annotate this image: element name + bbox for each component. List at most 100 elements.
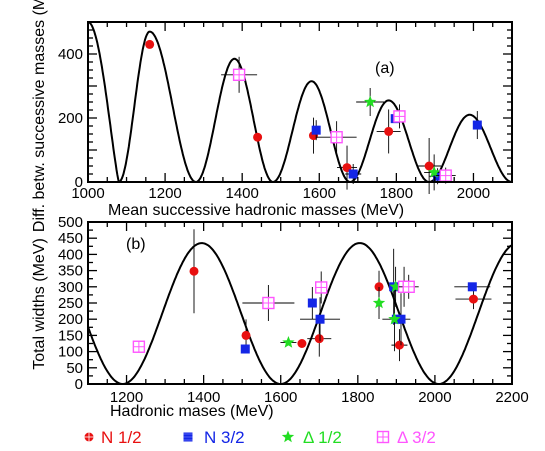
- panel-b-frame: [87, 221, 513, 385]
- x-tick-label: 1600: [264, 389, 297, 406]
- data-point-n-three-half: [472, 111, 482, 140]
- data-point-delta-half: [388, 287, 401, 352]
- data-point-delta-three-half: [393, 104, 406, 129]
- marker-delta-half: [388, 312, 401, 325]
- data-point-n-half: [376, 109, 401, 154]
- data-point-n-three-half: [307, 287, 317, 319]
- y-tick-label: 200: [58, 110, 83, 127]
- y-tick-label: 50: [66, 360, 83, 377]
- x-tick-label: 2200: [495, 389, 528, 406]
- fit-curve: [88, 242, 512, 384]
- legend-label-n-three-half: N 3/2: [204, 428, 245, 447]
- data-point-delta-three-half: [221, 56, 258, 93]
- y-tick-label: 100: [58, 344, 83, 361]
- data-point-delta-three-half: [316, 121, 357, 154]
- data-point-n-three-half: [311, 120, 321, 141]
- data-point-n-half: [307, 320, 332, 357]
- data-point-n-three-half: [300, 297, 341, 342]
- panel-b-plot-area: [88, 229, 512, 384]
- marker-delta-three-half: [315, 281, 328, 294]
- y-tick-label: 200: [58, 311, 83, 328]
- panel-b-points-layer: [132, 229, 492, 362]
- x-tick-label: 1400: [187, 389, 220, 406]
- panel-b-y-axis-title: Total widths (MeV): [31, 238, 48, 370]
- y-tick-label: 400: [58, 246, 83, 263]
- data-point-delta-half: [389, 266, 402, 307]
- panel-b-label: (b): [126, 236, 146, 253]
- marker-n-three-half: [348, 169, 358, 179]
- data-point-n-three-half: [345, 164, 362, 184]
- marker-n-half: [145, 39, 155, 49]
- legend-square-marker: [183, 432, 193, 442]
- marker-delta-half: [427, 165, 441, 178]
- marker-n-three-half: [472, 120, 482, 130]
- panel-a-plot-area: [88, 22, 512, 194]
- data-point-n-half: [391, 329, 408, 362]
- y-tick-label: 150: [58, 327, 83, 344]
- data-point-n-half: [297, 339, 307, 348]
- data-point-delta-three-half: [315, 271, 328, 304]
- marker-delta-half: [389, 280, 402, 293]
- data-point-delta-three-half: [242, 285, 295, 321]
- marker-delta-three-half: [439, 169, 452, 182]
- legend: N 1/2 N 3/2 Δ 1/2 Δ 3/2: [84, 428, 436, 447]
- data-point-n-half: [145, 39, 155, 49]
- marker-n-half: [297, 339, 307, 348]
- x-tick-label: 1000: [71, 185, 104, 202]
- marker-n-half: [468, 294, 478, 304]
- data-point-delta-half: [280, 336, 297, 348]
- x-tick-label: 1600: [303, 185, 336, 202]
- data-point-n-three-half: [454, 282, 491, 292]
- data-point-n-three-half: [240, 344, 250, 354]
- legend-open-square-marker: [376, 430, 390, 444]
- legend-open-square-icon: [376, 430, 390, 444]
- y-tick-label: 250: [58, 295, 83, 312]
- y-tick-label: 400: [58, 46, 83, 63]
- marker-n-three-half: [311, 125, 321, 135]
- marker-delta-three-half: [232, 68, 246, 82]
- y-tick-label: 300: [58, 279, 83, 296]
- x-tick-label: 1200: [110, 389, 143, 406]
- marker-delta-three-half: [402, 280, 415, 293]
- marker-n-half: [241, 330, 251, 340]
- y-tick-label: 500: [58, 214, 83, 231]
- marker-delta-three-half: [330, 130, 343, 144]
- x-tick-label: 1400: [225, 185, 258, 202]
- fit-curve: [88, 22, 512, 182]
- marker-n-half: [314, 334, 324, 344]
- marker-delta-half: [372, 296, 386, 309]
- panel-a-ticks: 1000 1200 1400 1600 1800 2000 0 200 400: [58, 21, 513, 202]
- y-tick-label: 450: [58, 230, 83, 247]
- legend-item-delta-three-half: Δ 3/2: [376, 428, 436, 447]
- marker-n-half: [374, 282, 384, 292]
- marker-n-three-half: [467, 282, 477, 292]
- marker-n-half: [394, 340, 404, 350]
- x-tick-label: 2000: [457, 185, 490, 202]
- legend-star-marker: [281, 430, 295, 443]
- panel-b-curve-layer: [88, 242, 512, 384]
- legend-item-n-half: N 1/2: [84, 428, 142, 447]
- marker-delta-three-half: [132, 340, 146, 353]
- data-point-n-half: [189, 229, 199, 314]
- panel-b: 1200 1400 1600 1800 2000 22000501001502002503…: [31, 214, 529, 420]
- panel-a-curve-layer: [88, 22, 512, 182]
- legend-label-n-half: N 1/2: [101, 428, 142, 447]
- marker-n-three-half: [433, 171, 443, 181]
- marker-n-three-half: [307, 298, 317, 308]
- x-tick-label: 1800: [380, 185, 413, 202]
- data-point-n-half: [417, 138, 442, 194]
- panel-b-ticks: 1200 1400 1600 1800 2000 22000501001502002503…: [58, 214, 529, 406]
- marker-n-three-half: [240, 344, 250, 354]
- data-point-n-three-half: [396, 293, 406, 346]
- x-tick-label: 1800: [341, 389, 374, 406]
- legend-star-icon: [281, 430, 295, 443]
- panel-a-label: (a): [375, 60, 395, 77]
- data-point-delta-three-half: [132, 340, 146, 353]
- data-point-n-half: [308, 117, 318, 154]
- data-point-n-half: [455, 289, 492, 310]
- marker-delta-three-half: [262, 296, 275, 310]
- panel-a: 1000 1200 1400 1600 1800 2000 0 200 400 (a) Mean…: [31, 0, 513, 232]
- data-point-delta-three-half: [398, 274, 419, 299]
- marker-n-half: [384, 126, 394, 136]
